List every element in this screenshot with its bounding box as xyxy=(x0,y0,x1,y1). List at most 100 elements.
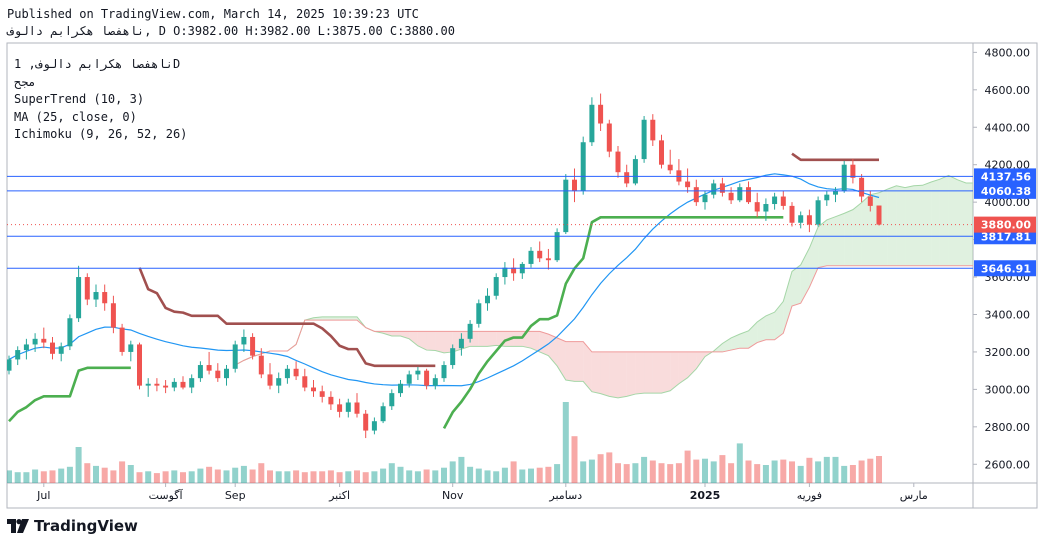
legend-symbol[interactable]: ناهفصا هكرابم دالوف, 1D xyxy=(14,57,181,71)
candle-body xyxy=(467,323,473,339)
candle-body xyxy=(102,292,108,304)
volume-bar xyxy=(49,470,56,483)
volume-bar xyxy=(249,469,256,483)
ichimoku-cloud-segment xyxy=(748,321,758,349)
ichimoku-cloud-segment xyxy=(887,185,897,266)
candle-body xyxy=(554,232,560,261)
candle-body xyxy=(545,258,551,261)
y-tick-label: 2600.00 xyxy=(985,458,1031,471)
volume-bar xyxy=(441,467,447,483)
ichimoku-cloud-segment xyxy=(913,185,923,266)
ichimoku-cloud-segment xyxy=(618,351,627,398)
supertrend-up-line xyxy=(8,366,131,423)
ichimoku-cloud-segment xyxy=(774,301,784,340)
candle-body xyxy=(311,387,316,392)
chart-legend: ناهفصا هكرابم دالوف, 1D مجح SuperTrend (… xyxy=(14,56,187,144)
tradingview-logo[interactable]: TradingView xyxy=(7,517,138,535)
candle-body xyxy=(328,396,334,405)
last-price-label-bg xyxy=(974,216,1036,233)
volume-bar xyxy=(406,470,413,483)
x-tick-label: Sep xyxy=(225,489,246,502)
ichimoku-cloud-segment xyxy=(626,351,636,397)
volume-bar xyxy=(623,464,630,483)
volume-bar xyxy=(519,469,526,483)
volume-bar xyxy=(493,471,500,483)
candle-body xyxy=(606,123,612,152)
legend-supertrend[interactable]: SuperTrend (10, 3) xyxy=(14,92,145,106)
ichimoku-cloud-segment xyxy=(391,331,401,337)
last-price-label: 3880.00 xyxy=(981,219,1031,232)
ichimoku-cloud-segment xyxy=(835,213,845,266)
volume-bar xyxy=(206,466,213,483)
ichimoku-cloud-segment xyxy=(531,331,540,352)
price-line-label-bg xyxy=(974,182,1036,199)
chart-frame xyxy=(6,42,1038,509)
volume-bar xyxy=(702,458,708,483)
candle-body xyxy=(537,250,543,259)
ichimoku-cloud-segment xyxy=(661,351,671,394)
ichimoku-cloud-segment xyxy=(852,202,862,266)
volume-bar xyxy=(475,468,482,483)
candle-body xyxy=(84,277,90,300)
volume-bar xyxy=(188,471,195,483)
ichimoku-cloud-segment xyxy=(722,337,732,352)
y-tick-label: 3400.00 xyxy=(985,308,1031,321)
candle-body xyxy=(250,336,256,356)
candle-body xyxy=(580,142,586,191)
candle-body xyxy=(15,350,21,360)
candle-body xyxy=(319,391,325,397)
candle-body xyxy=(702,194,708,203)
volume-bar xyxy=(284,471,291,483)
supertrend-down-line xyxy=(138,267,436,368)
volume-bar xyxy=(397,466,404,483)
candle-body xyxy=(337,404,343,412)
volume-bar xyxy=(736,443,743,483)
x-tick-label: اکتبر xyxy=(328,489,350,502)
candle-body xyxy=(806,215,812,225)
volume-bar xyxy=(310,471,317,483)
ichimoku-cloud-segment xyxy=(487,331,497,347)
ichimoku-span-a xyxy=(234,174,973,399)
candle-body xyxy=(415,370,421,375)
candle-body xyxy=(737,187,743,201)
candle-body xyxy=(772,196,778,205)
candle-body xyxy=(284,368,290,379)
candle-body xyxy=(224,368,229,379)
candle-body xyxy=(754,202,760,212)
candle-body xyxy=(171,381,177,388)
ichimoku-cloud-segment xyxy=(339,316,349,321)
candle-body xyxy=(685,181,691,188)
volume-bar xyxy=(171,470,178,483)
ichimoku-cloud-segment xyxy=(435,331,444,353)
volume-bar xyxy=(571,436,578,483)
volume-bar xyxy=(66,466,73,483)
ichimoku-cloud-segment xyxy=(583,341,592,392)
volume-bar xyxy=(510,461,517,483)
candle-body xyxy=(746,187,751,203)
legend-ichimoku[interactable]: Ichimoku (9, 26, 52, 26) xyxy=(14,127,188,141)
ichimoku-cloud-segment xyxy=(670,351,679,391)
volume-bar xyxy=(806,457,813,483)
volume-bar xyxy=(197,468,204,483)
volume-bar xyxy=(293,470,300,483)
volume-bar xyxy=(719,455,726,483)
volume-bar xyxy=(849,465,856,483)
volume-bar xyxy=(32,469,39,483)
candle-body xyxy=(389,393,395,407)
plot-area xyxy=(7,93,973,483)
candle-body xyxy=(137,344,142,386)
candle-body xyxy=(241,336,247,345)
candle-body xyxy=(458,338,464,349)
candle-body xyxy=(23,344,29,351)
candle-body xyxy=(632,159,638,184)
candle-body xyxy=(128,344,134,352)
volume-bar xyxy=(380,468,387,483)
ichimoku-cloud-segment xyxy=(896,185,906,266)
volume-bar xyxy=(145,471,152,483)
price-line-label-bg xyxy=(974,260,1036,277)
volume-bar xyxy=(75,447,82,483)
legend-ma[interactable]: MA (25, close, 0) xyxy=(14,109,137,124)
candle-body xyxy=(380,406,386,422)
volume-bar xyxy=(449,461,456,483)
